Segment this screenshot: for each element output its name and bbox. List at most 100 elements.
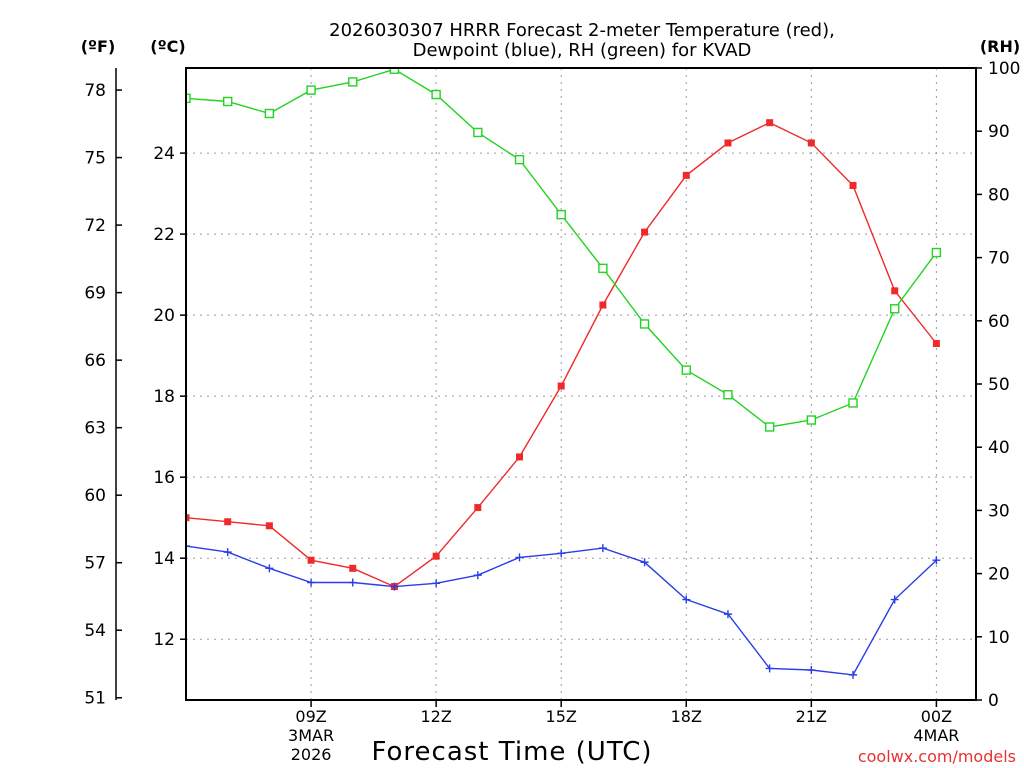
fahrenheit-tick-label: 63 [84, 419, 106, 439]
rh-tick-label: 100 [988, 59, 1020, 79]
temperature-data-point [186, 514, 190, 522]
rh-data-point [681, 365, 691, 375]
x-axis-title: Forecast Time (UTC) [371, 737, 652, 767]
x-tick-label: 00Z [921, 707, 952, 726]
dewpoint-series-markers [186, 542, 941, 679]
rh-series-markers [186, 68, 942, 432]
rh-data-point [931, 247, 942, 258]
dewpoint-data-point [515, 553, 524, 562]
celsius-tick-label: 22 [153, 225, 175, 245]
temperature-data-point [766, 119, 774, 127]
temperature-data-point [557, 382, 565, 390]
temperature-data-point [682, 171, 690, 179]
celsius-tick-label: 12 [153, 630, 175, 650]
dewpoint-data-point [473, 571, 482, 580]
series-layer [185, 68, 942, 679]
dewpoint-data-point [390, 582, 399, 591]
fahrenheit-tick-label: 60 [84, 486, 106, 506]
rh-data-point [890, 304, 900, 314]
celsius-tick-label: 18 [153, 387, 175, 407]
dewpoint-data-point [223, 548, 232, 557]
rh-tick-label: 10 [988, 628, 1010, 648]
chart-title-line-2: Dewpoint (blue), RH (green) for KVAD [413, 40, 752, 61]
temperature-data-point [474, 504, 482, 512]
rh-tick-label: 90 [988, 122, 1010, 142]
temperature-data-point [307, 556, 315, 564]
fahrenheit-tick-label: 72 [84, 216, 106, 236]
rh-data-point [306, 85, 316, 95]
temperature-data-point [432, 552, 440, 560]
x-tick-label: 18Z [671, 707, 702, 726]
x-tick-date-label: 4MAR [913, 726, 959, 745]
temperature-data-point [516, 453, 524, 461]
temperature-data-point [349, 564, 357, 572]
celsius-tick-label: 24 [153, 144, 175, 164]
celsius-unit-label: (ºC) [150, 37, 185, 56]
fahrenheit-tick-label: 75 [84, 149, 106, 169]
temperature-data-point [724, 139, 732, 147]
rh-tick-label: 20 [988, 565, 1010, 585]
dewpoint-data-point [265, 564, 274, 573]
credit-text: coolwx.com/models [858, 747, 1016, 766]
fahrenheit-tick-label: 51 [84, 689, 106, 709]
celsius-tick-label: 16 [153, 468, 175, 488]
rh-series-line [185, 68, 937, 428]
dewpoint-data-point [307, 578, 316, 587]
rh-data-point [639, 319, 650, 329]
dewpoint-data-point [890, 595, 899, 604]
rh-unit-label: (RH) [980, 37, 1020, 56]
rh-data-point [514, 154, 525, 165]
dewpoint-data-point [557, 549, 566, 558]
fahrenheit-tick-label: 69 [84, 284, 106, 304]
fahrenheit-unit-label: (ºF) [81, 37, 116, 56]
dewpoint-data-point [723, 610, 732, 619]
temperature-data-point [807, 139, 815, 147]
dewpoint-data-point [849, 670, 858, 679]
temperature-data-point [599, 301, 607, 309]
rh-data-point [473, 127, 483, 138]
rh-tick-label: 0 [988, 691, 999, 711]
x-tick-year-label: 2026 [291, 745, 332, 764]
chart-title-line-1: 2026030307 HRRR Forecast 2-meter Tempera… [329, 20, 835, 41]
rh-data-point [348, 77, 358, 87]
temperature-data-point [932, 339, 940, 347]
rh-tick-label: 40 [988, 438, 1010, 458]
dewpoint-data-point [807, 666, 816, 675]
gridlines [186, 68, 976, 700]
dewpoint-data-point [432, 579, 441, 588]
rh-tick-label: 50 [988, 375, 1010, 395]
plot-frame [185, 67, 977, 701]
rh-tick-label: 30 [988, 501, 1010, 521]
dewpoint-data-point [682, 595, 691, 604]
dewpoint-data-point [186, 542, 190, 551]
rh-data-point [723, 390, 733, 400]
celsius-tick-label: 20 [153, 306, 175, 326]
rh-data-point [186, 93, 191, 104]
rh-data-point [556, 209, 566, 220]
x-tick-label: 15Z [546, 707, 577, 726]
x-tick-date-label: 3MAR [288, 726, 334, 745]
fahrenheit-tick-label: 57 [84, 554, 106, 574]
rh-data-point [598, 263, 608, 274]
rh-data-point [264, 108, 275, 119]
x-tick-label: 09Z [295, 707, 326, 726]
dewpoint-data-point [640, 558, 649, 567]
fahrenheit-tick-label: 54 [84, 621, 106, 641]
axes: 51 54 57 60 63 66 69 72 75 78 12 14 16 18 20 22 24 0 10 20 3… [84, 59, 1020, 764]
rh-data-point [806, 415, 817, 425]
dewpoint-data-point [765, 664, 774, 673]
temperature-data-point [641, 228, 649, 236]
rh-tick-label: 60 [988, 312, 1010, 332]
rh-tick-label: 80 [988, 185, 1010, 205]
rh-data-point [764, 422, 775, 432]
dewpoint-data-point [932, 556, 941, 565]
rh-data-point [222, 96, 233, 107]
dewpoint-data-point [598, 544, 607, 553]
rh-data-point [431, 89, 441, 100]
rh-tick-label: 70 [988, 249, 1010, 269]
fahrenheit-tick-label: 66 [84, 351, 106, 371]
celsius-tick-label: 14 [153, 549, 175, 569]
temperature-data-point [849, 181, 857, 189]
